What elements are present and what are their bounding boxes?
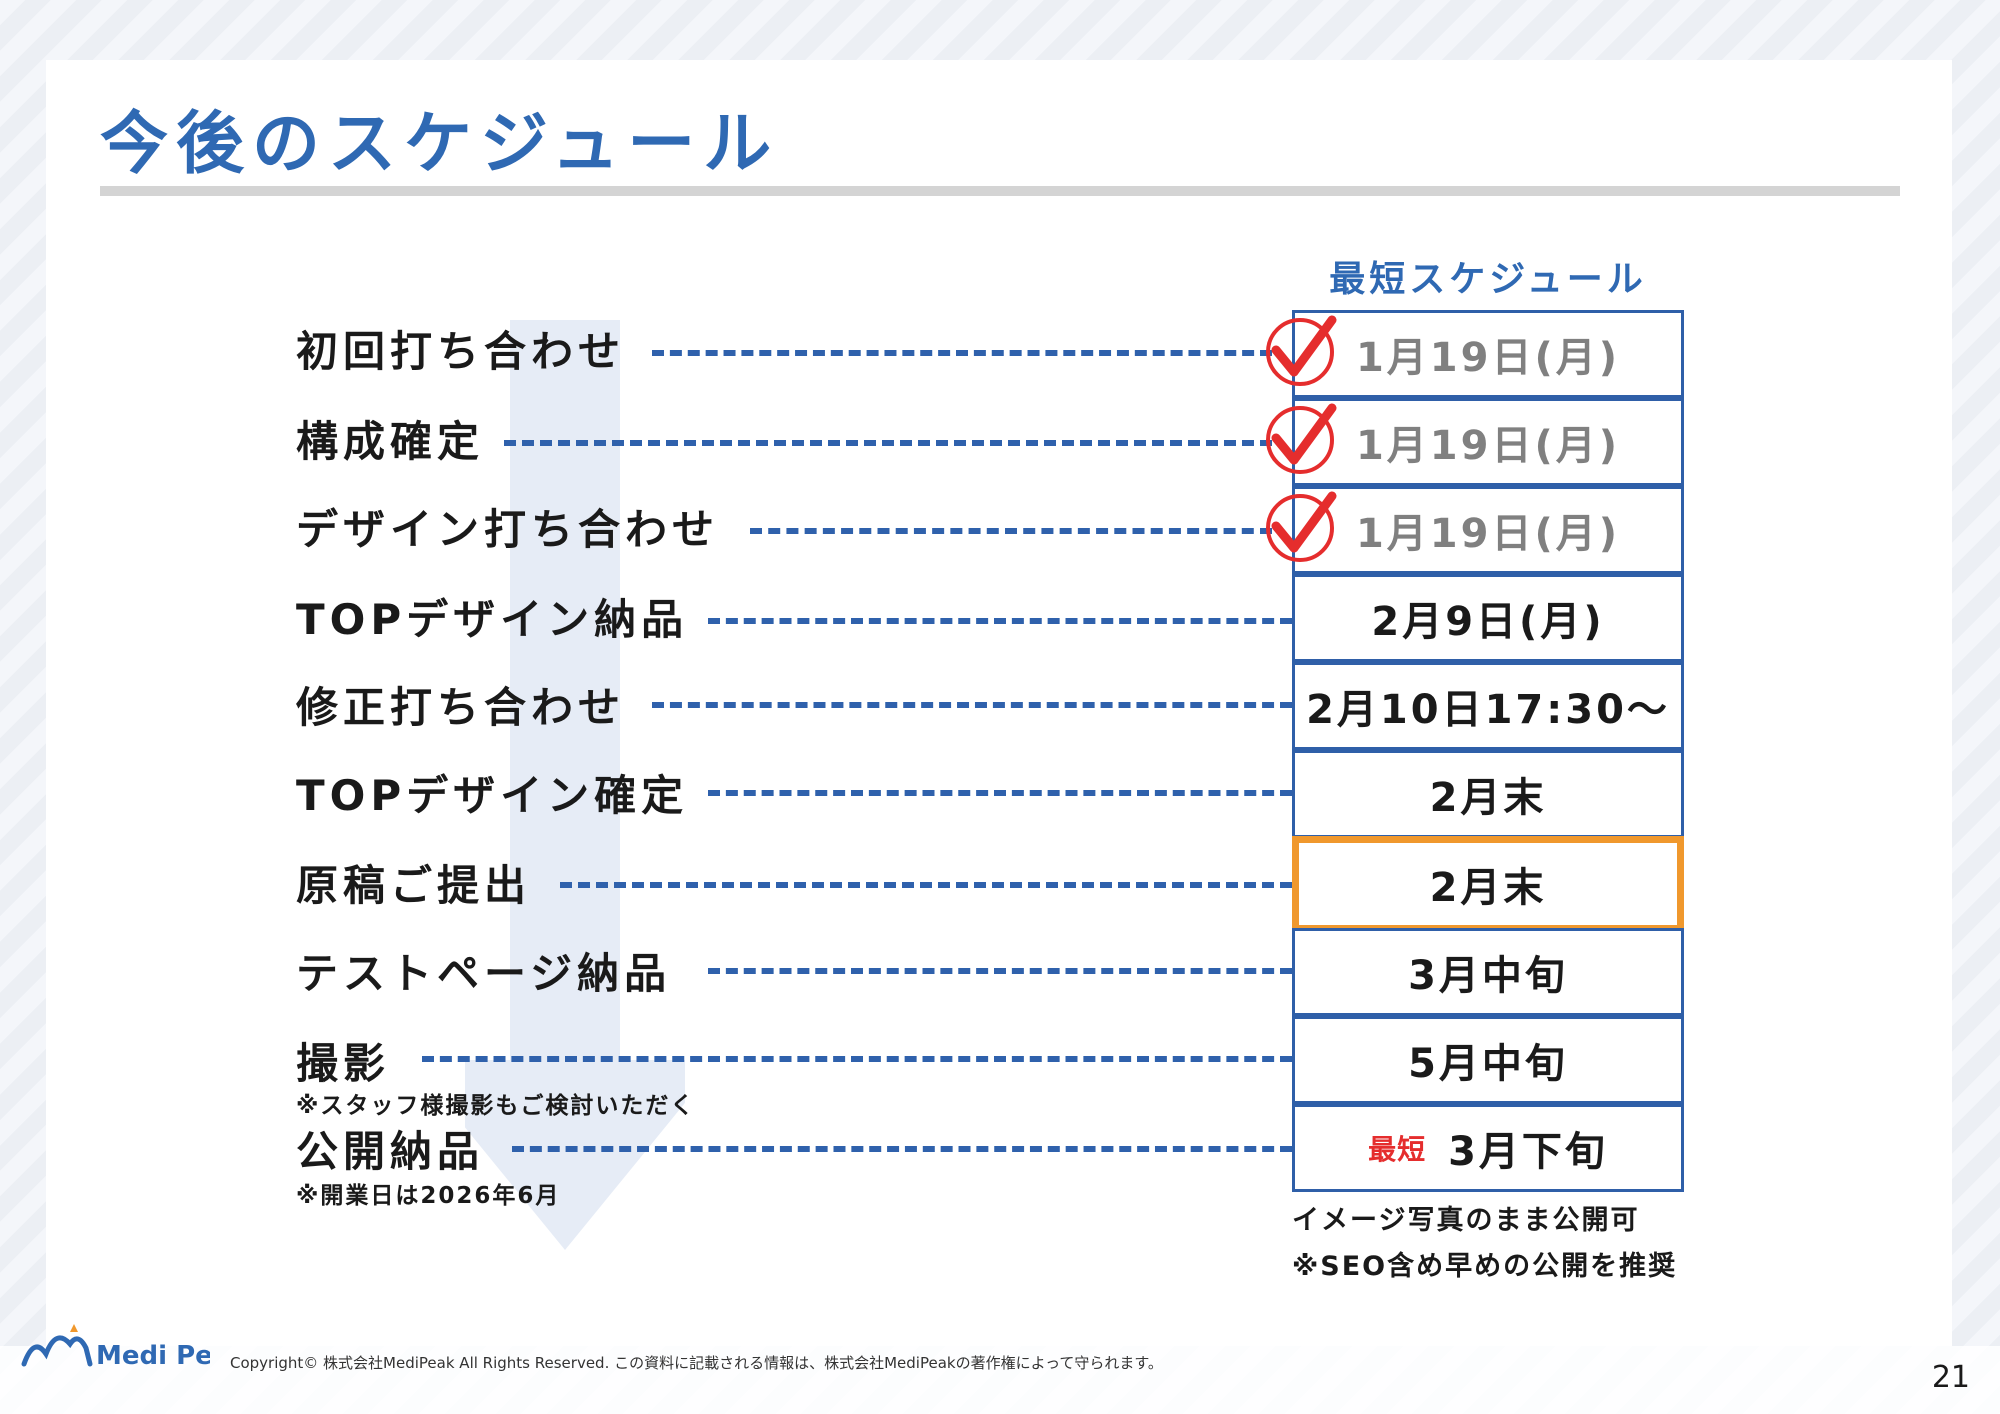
connector-line-3 [750, 528, 1272, 534]
row-label-4: TOPデザイン納品 [296, 595, 689, 644]
row-label-1: 初回打ち合わせ [296, 327, 626, 376]
date-text: 2月9日(月) [1371, 599, 1605, 645]
date-cell-5: 2月10日17:30～ [1292, 662, 1684, 750]
row-label-8: テストページ納品 [296, 949, 672, 998]
date-text: 3月下旬 [1448, 1129, 1608, 1175]
date-cell-4: 2月9日(月) [1292, 574, 1684, 662]
row-note-9: ※スタッフ様撮影もご検討いただく [296, 1093, 696, 1119]
connector-line-5 [652, 702, 1292, 708]
date-text: 2月末 [1429, 775, 1547, 821]
date-text: 1月19日(月) [1355, 511, 1621, 557]
medipeak-logo-icon: Medi Peak [21, 1324, 210, 1371]
row-label-10: 公開納品 [296, 1127, 485, 1176]
checkmark-icon [1266, 491, 1337, 562]
row-label-5: 修正打ち合わせ [296, 683, 626, 732]
connector-line-8 [708, 968, 1292, 974]
row-note-10: ※開業日は2026年6月 [296, 1183, 561, 1209]
row-label-3: デザイン打ち合わせ [296, 505, 720, 554]
date-cell-2: 1月19日(月) [1292, 398, 1684, 486]
svg-text:Medi Peak: Medi Peak [96, 1341, 210, 1371]
connector-line-4 [708, 618, 1292, 624]
date-text: 1月19日(月) [1355, 335, 1621, 381]
title-underline [100, 186, 1900, 196]
row-label-9: 撮影 [296, 1039, 391, 1088]
checkmark-icon [1266, 315, 1337, 386]
date-text: 1月19日(月) [1355, 423, 1621, 469]
connector-line-1 [652, 350, 1272, 356]
copyright-text: Copyright© 株式会社MediPeak All Rights Reser… [230, 1354, 1163, 1372]
date-cell-1: 1月19日(月) [1292, 310, 1684, 398]
checkmark-icon [1266, 403, 1337, 474]
date-cell-10: 最短 3月下旬 [1292, 1104, 1684, 1192]
date-text: 2月末 [1429, 865, 1547, 911]
date-cell-9: 5月中旬 [1292, 1016, 1684, 1104]
row-label-7: 原稿ご提出 [296, 861, 532, 910]
date-cell-7-highlighted: 2月末 [1292, 836, 1684, 932]
date-cell-3: 1月19日(月) [1292, 486, 1684, 574]
date-cell-6: 2月末 [1292, 750, 1684, 838]
footnote-2: ※SEO含め早めの公開を推奨 [1292, 1251, 1678, 1282]
page-number: 21 [1931, 1360, 1970, 1395]
row-label-2: 構成確定 [296, 417, 485, 466]
row-label-6: TOPデザイン確定 [296, 771, 689, 820]
date-text: 2月10日17:30～ [1306, 687, 1670, 733]
connector-line-7 [560, 882, 1292, 888]
down-arrow-icon [465, 320, 685, 1250]
footer [0, 1346, 2000, 1414]
date-text: 3月中旬 [1408, 953, 1568, 999]
connector-line-6 [708, 790, 1292, 796]
date-text: 5月中旬 [1408, 1041, 1568, 1087]
schedule-column-header: 最短スケジュール [1329, 259, 1647, 300]
shortest-badge: 最短 [1368, 1133, 1427, 1166]
connector-line-2 [504, 440, 1272, 446]
date-cell-8: 3月中旬 [1292, 928, 1684, 1016]
page-title: 今後のスケジュール [100, 105, 780, 184]
connector-line-10 [512, 1146, 1292, 1152]
connector-line-9 [422, 1056, 1292, 1062]
footnote-1: イメージ写真のまま公開可 [1292, 1205, 1640, 1236]
